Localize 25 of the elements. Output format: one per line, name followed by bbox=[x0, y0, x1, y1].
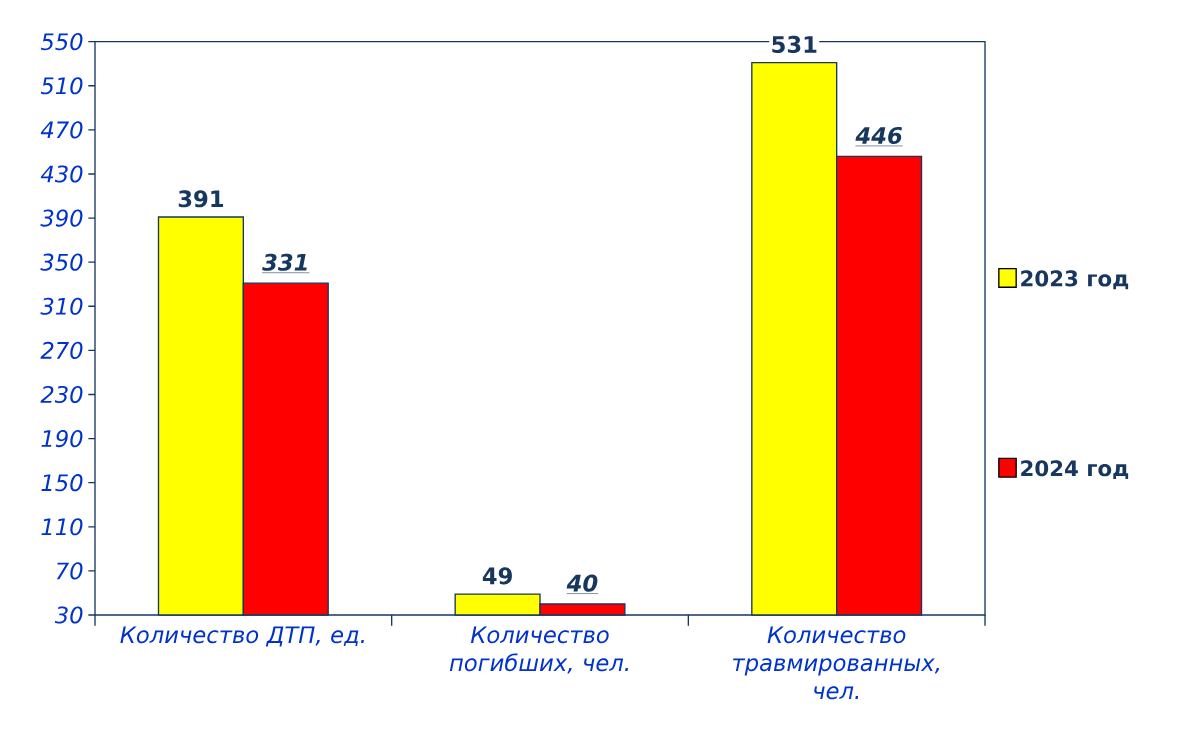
y-tick-label: 550 bbox=[40, 33, 83, 51]
y-tick-label: 150 bbox=[41, 474, 83, 492]
y-tick-label: 470 bbox=[40, 121, 83, 139]
data-label: 531 bbox=[772, 35, 817, 53]
x-tick-label: Количество травмированных, чел. bbox=[733, 626, 940, 700]
y-tick-label: 190 bbox=[41, 430, 83, 448]
legend-label: 2023 год bbox=[1021, 270, 1129, 290]
legend-label: 2024 год bbox=[1021, 460, 1129, 479]
data-label: 331 bbox=[262, 253, 307, 271]
y-tick-label: 270 bbox=[40, 341, 83, 359]
y-tick-label: 390 bbox=[40, 209, 83, 227]
y-tick-label: 430 bbox=[40, 165, 83, 183]
data-label: 49 bbox=[482, 567, 512, 585]
y-tick-label: 30 bbox=[54, 606, 83, 624]
x-tick-label: Количество ДТП, ед. bbox=[120, 626, 364, 647]
y-tick-label: 310 bbox=[40, 297, 83, 315]
y-tick-label: 230 bbox=[40, 385, 83, 404]
y-tick-label: 70 bbox=[56, 562, 83, 580]
y-tick-label: 350 bbox=[40, 253, 83, 271]
y-tick-label: 110 bbox=[41, 518, 83, 536]
data-label: 446 bbox=[855, 126, 902, 145]
x-tick-label: Количество погибших, чел. bbox=[449, 626, 628, 674]
data-label: 40 bbox=[566, 574, 598, 592]
y-tick-label: 510 bbox=[40, 77, 83, 95]
data-label: 391 bbox=[178, 190, 224, 208]
